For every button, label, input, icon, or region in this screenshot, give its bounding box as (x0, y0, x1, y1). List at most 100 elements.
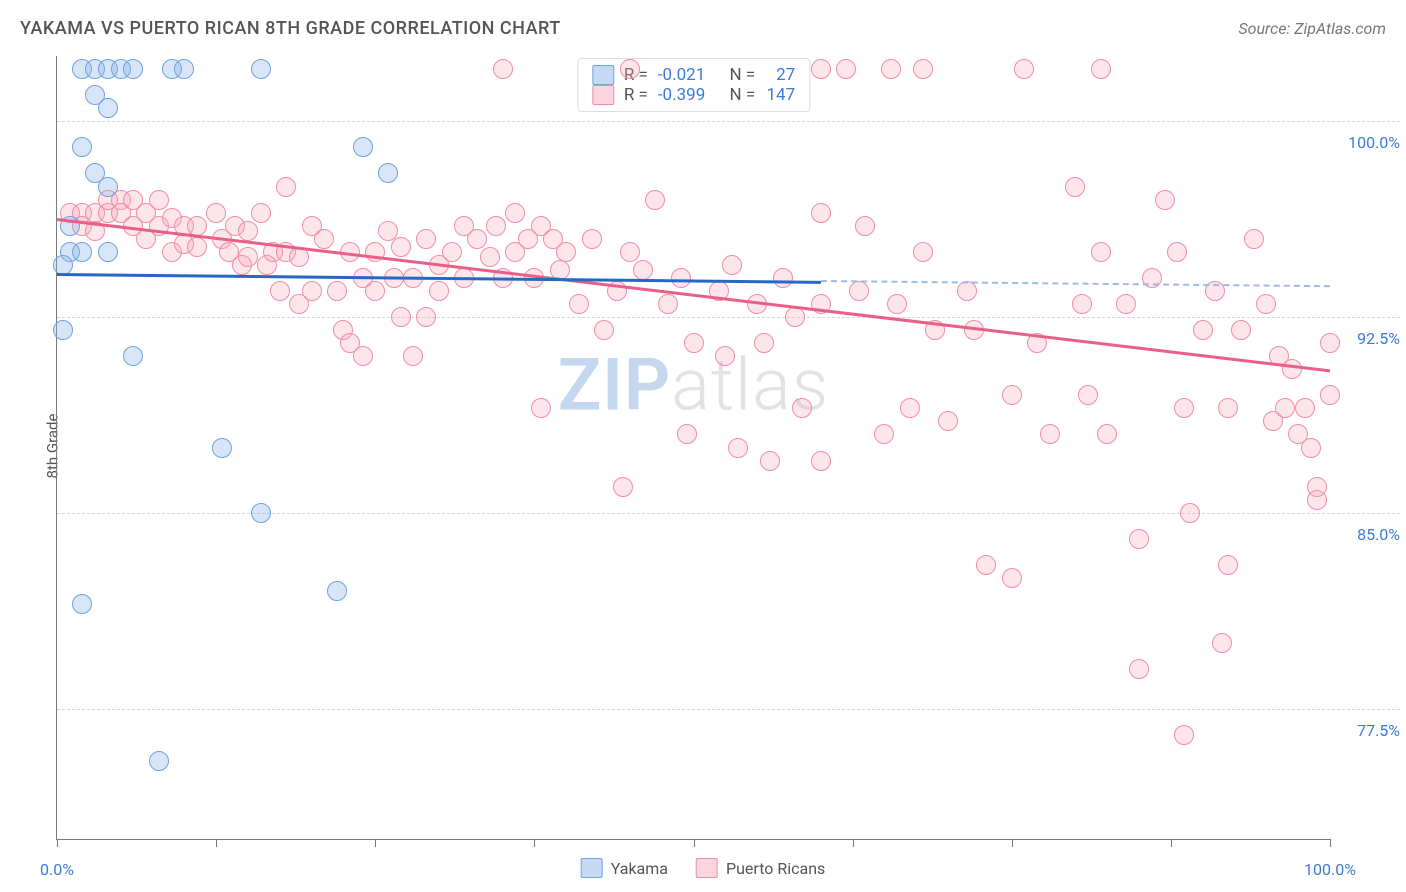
data-point (327, 581, 347, 601)
data-point (365, 281, 385, 301)
watermark-bold: ZIP (558, 342, 671, 427)
x-tick (853, 839, 854, 847)
data-point (416, 229, 436, 249)
y-tick-label: 92.5% (1336, 329, 1400, 348)
data-point (416, 307, 436, 327)
data-point (671, 268, 691, 288)
data-point (658, 294, 678, 314)
grid-line (57, 121, 1400, 122)
data-point (1212, 633, 1232, 653)
data-point (913, 242, 933, 262)
data-point (314, 229, 334, 249)
data-point (467, 229, 487, 249)
data-point (645, 190, 665, 210)
x-tick-label: 0.0% (40, 860, 74, 879)
legend-n-label: N = (729, 65, 755, 85)
y-tick-label: 100.0% (1336, 133, 1400, 152)
data-point (123, 346, 143, 366)
data-point (53, 255, 73, 275)
data-point (754, 333, 774, 353)
legend-n-label: N = (729, 85, 755, 105)
x-tick (534, 839, 535, 847)
swatch-puerto-ricans (592, 85, 614, 105)
data-point (1307, 490, 1327, 510)
legend-r-label: R = (624, 85, 648, 105)
data-point (874, 424, 894, 444)
data-point (1275, 398, 1295, 418)
y-tick-label: 77.5% (1336, 721, 1400, 740)
data-point (442, 242, 462, 262)
correlation-legend: R = -0.021 N = 27 R = -0.399 N = 147 (577, 58, 810, 112)
data-point (913, 59, 933, 79)
data-point (881, 59, 901, 79)
data-point (480, 247, 500, 267)
data-point (722, 255, 742, 275)
data-point (378, 163, 398, 183)
data-point (187, 216, 207, 236)
data-point (1218, 398, 1238, 418)
data-point (123, 59, 143, 79)
data-point (98, 242, 118, 262)
series-legend: Yakama Puerto Ricans (581, 858, 826, 878)
legend-item-puerto-ricans: Puerto Ricans (696, 858, 825, 878)
legend-label-puerto-ricans: Puerto Ricans (726, 859, 825, 878)
data-point (251, 203, 271, 223)
data-point (1155, 190, 1175, 210)
data-point (1129, 529, 1149, 549)
data-point (1244, 229, 1264, 249)
data-point (251, 503, 271, 523)
plot-wrap: ZIPatlas R = -0.021 N = 27 R = -0.399 N … (56, 56, 1330, 840)
legend-r-value-puerto-ricans: -0.399 (658, 85, 705, 105)
data-point (486, 216, 506, 236)
swatch-puerto-ricans (696, 858, 718, 878)
data-point (684, 333, 704, 353)
data-point (1174, 725, 1194, 745)
x-tick-label: 100.0% (1304, 860, 1356, 879)
data-point (429, 281, 449, 301)
data-point (1091, 242, 1111, 262)
data-point (569, 294, 589, 314)
data-point (1014, 59, 1034, 79)
legend-row-puerto-ricans: R = -0.399 N = 147 (592, 85, 795, 105)
title-row: YAKAMA VS PUERTO RICAN 8TH GRADE CORRELA… (20, 18, 1386, 39)
data-point (1078, 385, 1098, 405)
data-point (187, 237, 207, 257)
data-point (620, 59, 640, 79)
data-point (773, 268, 793, 288)
data-point (957, 281, 977, 301)
legend-n-value-puerto-ricans: 147 (765, 85, 795, 105)
data-point (353, 137, 373, 157)
data-point (72, 242, 92, 262)
data-point (1129, 659, 1149, 679)
data-point (836, 59, 856, 79)
data-point (238, 247, 258, 267)
data-point (1002, 385, 1022, 405)
chart-title: YAKAMA VS PUERTO RICAN 8TH GRADE CORRELA… (20, 18, 561, 39)
data-point (1091, 59, 1111, 79)
x-tick (57, 839, 58, 847)
x-tick (375, 839, 376, 847)
data-point (327, 281, 347, 301)
legend-item-yakama: Yakama (581, 858, 668, 878)
data-point (1256, 294, 1276, 314)
data-point (531, 398, 551, 418)
data-point (1116, 294, 1136, 314)
data-point (149, 190, 169, 210)
data-point (1174, 398, 1194, 418)
legend-label-yakama: Yakama (611, 859, 668, 878)
data-point (212, 438, 232, 458)
data-point (900, 398, 920, 418)
x-tick (216, 839, 217, 847)
data-point (493, 59, 513, 79)
scatter-plot: ZIPatlas R = -0.021 N = 27 R = -0.399 N … (56, 56, 1330, 840)
data-point (1282, 359, 1302, 379)
data-point (715, 346, 735, 366)
data-point (391, 237, 411, 257)
data-point (1231, 320, 1251, 340)
data-point (72, 594, 92, 614)
data-point (1180, 503, 1200, 523)
data-point (238, 221, 258, 241)
data-point (302, 281, 322, 301)
swatch-yakama (581, 858, 603, 878)
data-point (53, 320, 73, 340)
